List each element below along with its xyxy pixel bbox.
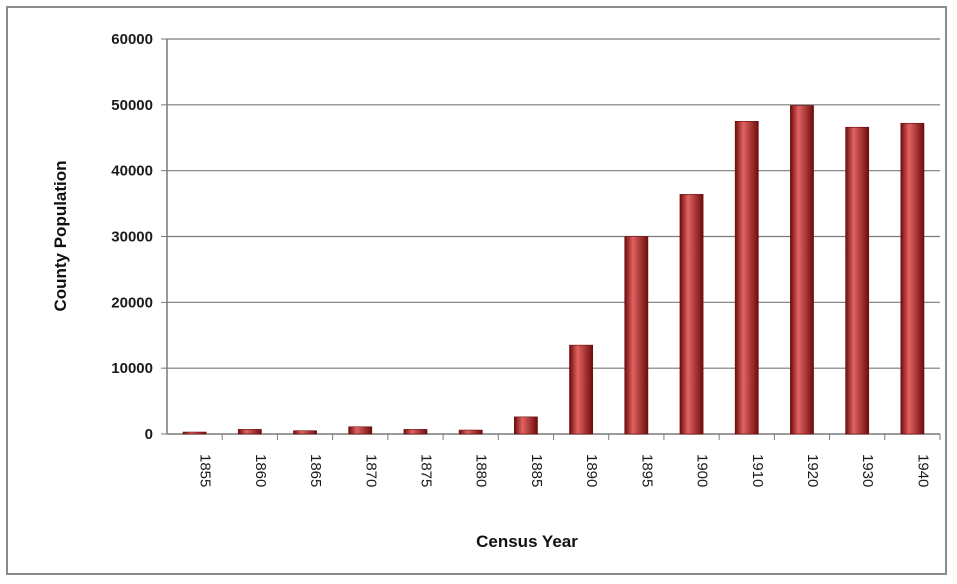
y-tick-label: 50000 <box>111 97 153 114</box>
y-tick-label: 30000 <box>111 229 153 246</box>
y-axis-tick-labels: 0 10000 20000 30000 40000 50000 60000 <box>111 31 167 443</box>
x-tick-label: 1900 <box>694 454 711 487</box>
x-tick-label: 1885 <box>528 454 545 487</box>
y-tick-label: 40000 <box>111 163 153 180</box>
bar-1860 <box>237 429 262 435</box>
bar-1920 <box>790 105 814 435</box>
x-tick-label: 1875 <box>417 454 434 487</box>
y-axis-title: County Population <box>51 160 70 311</box>
bar-1890 <box>569 344 594 435</box>
bar-1900 <box>679 194 704 435</box>
x-tick-label: 1880 <box>473 454 490 487</box>
x-tick-label: 1940 <box>914 454 931 487</box>
bar-1855 <box>182 431 207 435</box>
x-axis-tick-marks <box>221 434 941 440</box>
bar-1865 <box>293 430 317 435</box>
x-axis-title: Census Year <box>476 532 578 551</box>
y-tick-label: 60000 <box>111 31 153 48</box>
bar-1940 <box>900 122 925 435</box>
x-axis-tick-labels: 1855 1860 1865 1870 1875 1880 1885 1890 1895 1900… <box>197 454 932 487</box>
x-tick-label: 1910 <box>749 454 766 487</box>
bar-1930 <box>845 126 870 435</box>
x-tick-label: 1865 <box>307 454 324 487</box>
bar-1875 <box>403 429 428 435</box>
gridlines <box>167 38 940 369</box>
x-tick-label: 1860 <box>252 454 269 487</box>
x-tick-label: 1870 <box>362 454 379 487</box>
x-tick-label: 1890 <box>583 454 600 487</box>
bar-1895 <box>624 236 649 435</box>
bar-1880 <box>458 429 483 435</box>
bars <box>182 105 925 435</box>
x-tick-label: 1855 <box>197 454 214 487</box>
x-tick-label: 1895 <box>638 454 655 487</box>
bar-1870 <box>348 426 373 435</box>
bar-1910 <box>734 120 759 435</box>
y-tick-label: 10000 <box>111 360 153 377</box>
x-tick-label: 1930 <box>859 454 876 487</box>
x-tick-label: 1920 <box>804 454 821 487</box>
y-tick-label: 20000 <box>111 294 153 311</box>
y-tick-label: 0 <box>145 426 153 443</box>
bar-1885 <box>513 416 538 435</box>
